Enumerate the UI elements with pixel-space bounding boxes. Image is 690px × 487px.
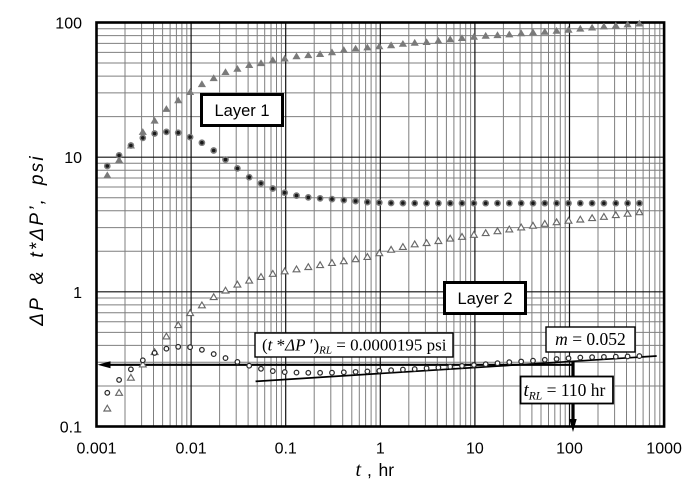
svg-text:0.001: 0.001 bbox=[76, 441, 116, 458]
svg-text:Layer 1: Layer 1 bbox=[214, 102, 269, 120]
svg-text:Layer 2: Layer 2 bbox=[457, 290, 512, 308]
svg-text:t: t bbox=[356, 459, 362, 481]
svg-text:hr: hr bbox=[379, 460, 395, 480]
svg-text:10: 10 bbox=[466, 441, 484, 458]
svg-text:(t *ΔP ′)RL = 0.0000195 psi: (t *ΔP ′)RL = 0.0000195 psi bbox=[262, 336, 447, 357]
svg-text:100: 100 bbox=[556, 441, 583, 458]
svg-text:m = 0.052: m = 0.052 bbox=[555, 329, 626, 349]
svg-text:,: , bbox=[367, 460, 372, 480]
svg-text:tRL = 110 hr: tRL = 110 hr bbox=[524, 380, 606, 403]
svg-text:10: 10 bbox=[64, 150, 82, 167]
svg-text:ΔP & t*ΔP’, psi: ΔP & t*ΔP’, psi bbox=[27, 154, 48, 326]
svg-text:0.1: 0.1 bbox=[275, 441, 297, 458]
svg-text:0.1: 0.1 bbox=[60, 420, 82, 437]
svg-text:1000: 1000 bbox=[646, 441, 682, 458]
svg-text:100: 100 bbox=[55, 16, 82, 33]
svg-text:1: 1 bbox=[73, 285, 82, 302]
svg-text:0.01: 0.01 bbox=[176, 441, 207, 458]
svg-text:1: 1 bbox=[376, 441, 385, 458]
